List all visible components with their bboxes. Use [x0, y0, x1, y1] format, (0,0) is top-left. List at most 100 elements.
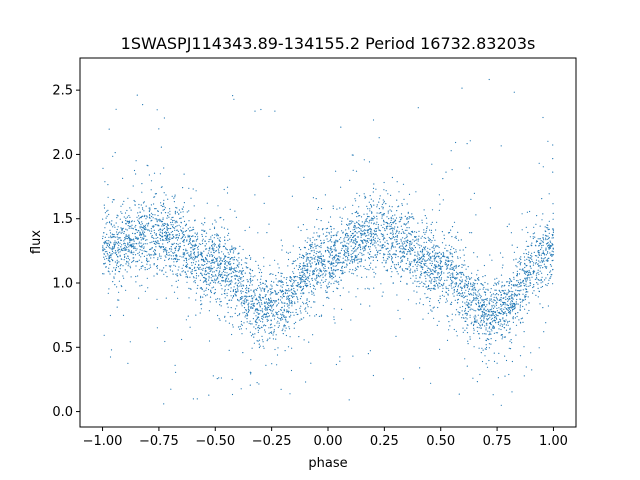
data-point	[228, 281, 230, 283]
data-point	[102, 167, 104, 169]
data-point	[378, 208, 380, 210]
data-point	[171, 248, 173, 250]
data-point	[505, 298, 507, 301]
data-point	[474, 279, 476, 281]
data-point	[254, 110, 256, 112]
data-point	[486, 366, 489, 368]
data-point	[539, 261, 541, 263]
data-point	[270, 284, 272, 286]
data-point	[413, 290, 415, 292]
data-point	[488, 338, 490, 341]
data-point	[546, 227, 548, 229]
data-point	[233, 98, 235, 100]
data-point	[493, 315, 495, 317]
data-point	[149, 248, 151, 251]
data-point	[361, 254, 363, 256]
data-point	[470, 303, 472, 305]
data-point	[259, 269, 261, 271]
data-point	[116, 231, 118, 233]
data-point	[458, 272, 461, 274]
data-point	[160, 246, 162, 248]
data-point	[138, 218, 140, 220]
data-point	[344, 251, 346, 253]
data-point	[105, 223, 107, 225]
data-point	[458, 279, 461, 281]
data-point	[284, 318, 286, 320]
data-point	[175, 237, 177, 239]
data-point	[171, 216, 173, 219]
data-point	[492, 326, 494, 328]
data-point	[202, 242, 204, 245]
data-point	[357, 248, 359, 250]
data-point	[402, 237, 404, 239]
data-point	[345, 266, 347, 268]
data-point	[455, 264, 457, 266]
data-point	[247, 307, 249, 309]
data-point	[528, 269, 530, 272]
data-point	[205, 274, 207, 276]
data-point	[215, 298, 217, 300]
data-point	[365, 235, 367, 237]
data-point	[421, 219, 423, 221]
data-point	[541, 252, 543, 254]
data-point	[165, 265, 167, 267]
data-point	[160, 255, 162, 257]
data-point	[113, 276, 115, 278]
data-point	[297, 268, 299, 271]
data-point	[210, 267, 212, 269]
data-point	[315, 198, 317, 200]
data-point	[139, 226, 141, 228]
data-point	[456, 335, 458, 337]
data-point	[342, 257, 344, 259]
data-point	[383, 253, 385, 255]
data-point	[536, 240, 538, 242]
data-point	[150, 204, 152, 206]
data-point	[302, 257, 304, 259]
data-point	[358, 227, 361, 229]
data-point	[270, 288, 272, 291]
data-point	[249, 269, 252, 271]
data-point	[144, 243, 146, 245]
data-point	[305, 302, 307, 305]
data-point	[189, 226, 191, 228]
data-point	[334, 275, 336, 277]
data-point	[285, 292, 287, 295]
data-point	[418, 280, 420, 282]
data-point	[513, 276, 515, 278]
data-point	[419, 259, 421, 261]
data-point	[356, 268, 358, 271]
data-point	[501, 325, 503, 327]
data-point	[285, 311, 288, 313]
data-point	[163, 273, 165, 275]
data-point	[427, 259, 429, 261]
data-point	[494, 289, 496, 291]
data-point	[419, 247, 421, 249]
data-point	[453, 286, 455, 288]
data-point	[209, 255, 211, 257]
data-point	[385, 221, 387, 224]
data-point	[483, 314, 485, 316]
data-point	[114, 236, 116, 238]
data-point	[300, 286, 302, 288]
data-point	[518, 290, 520, 292]
data-point	[221, 274, 223, 276]
data-point	[286, 298, 288, 300]
data-point	[185, 257, 188, 259]
data-point	[246, 313, 248, 315]
data-point	[383, 266, 385, 268]
data-point	[443, 254, 445, 256]
data-point	[199, 279, 201, 281]
data-point	[128, 215, 130, 217]
data-point	[516, 273, 519, 275]
data-point	[329, 240, 331, 242]
data-point	[402, 378, 405, 380]
data-point	[239, 245, 241, 247]
data-point	[289, 298, 291, 300]
data-point	[227, 311, 229, 314]
data-point	[500, 312, 502, 315]
data-point	[397, 226, 399, 228]
data-point	[428, 271, 430, 274]
data-point	[381, 245, 383, 247]
data-point	[541, 219, 543, 221]
data-point	[391, 237, 393, 239]
